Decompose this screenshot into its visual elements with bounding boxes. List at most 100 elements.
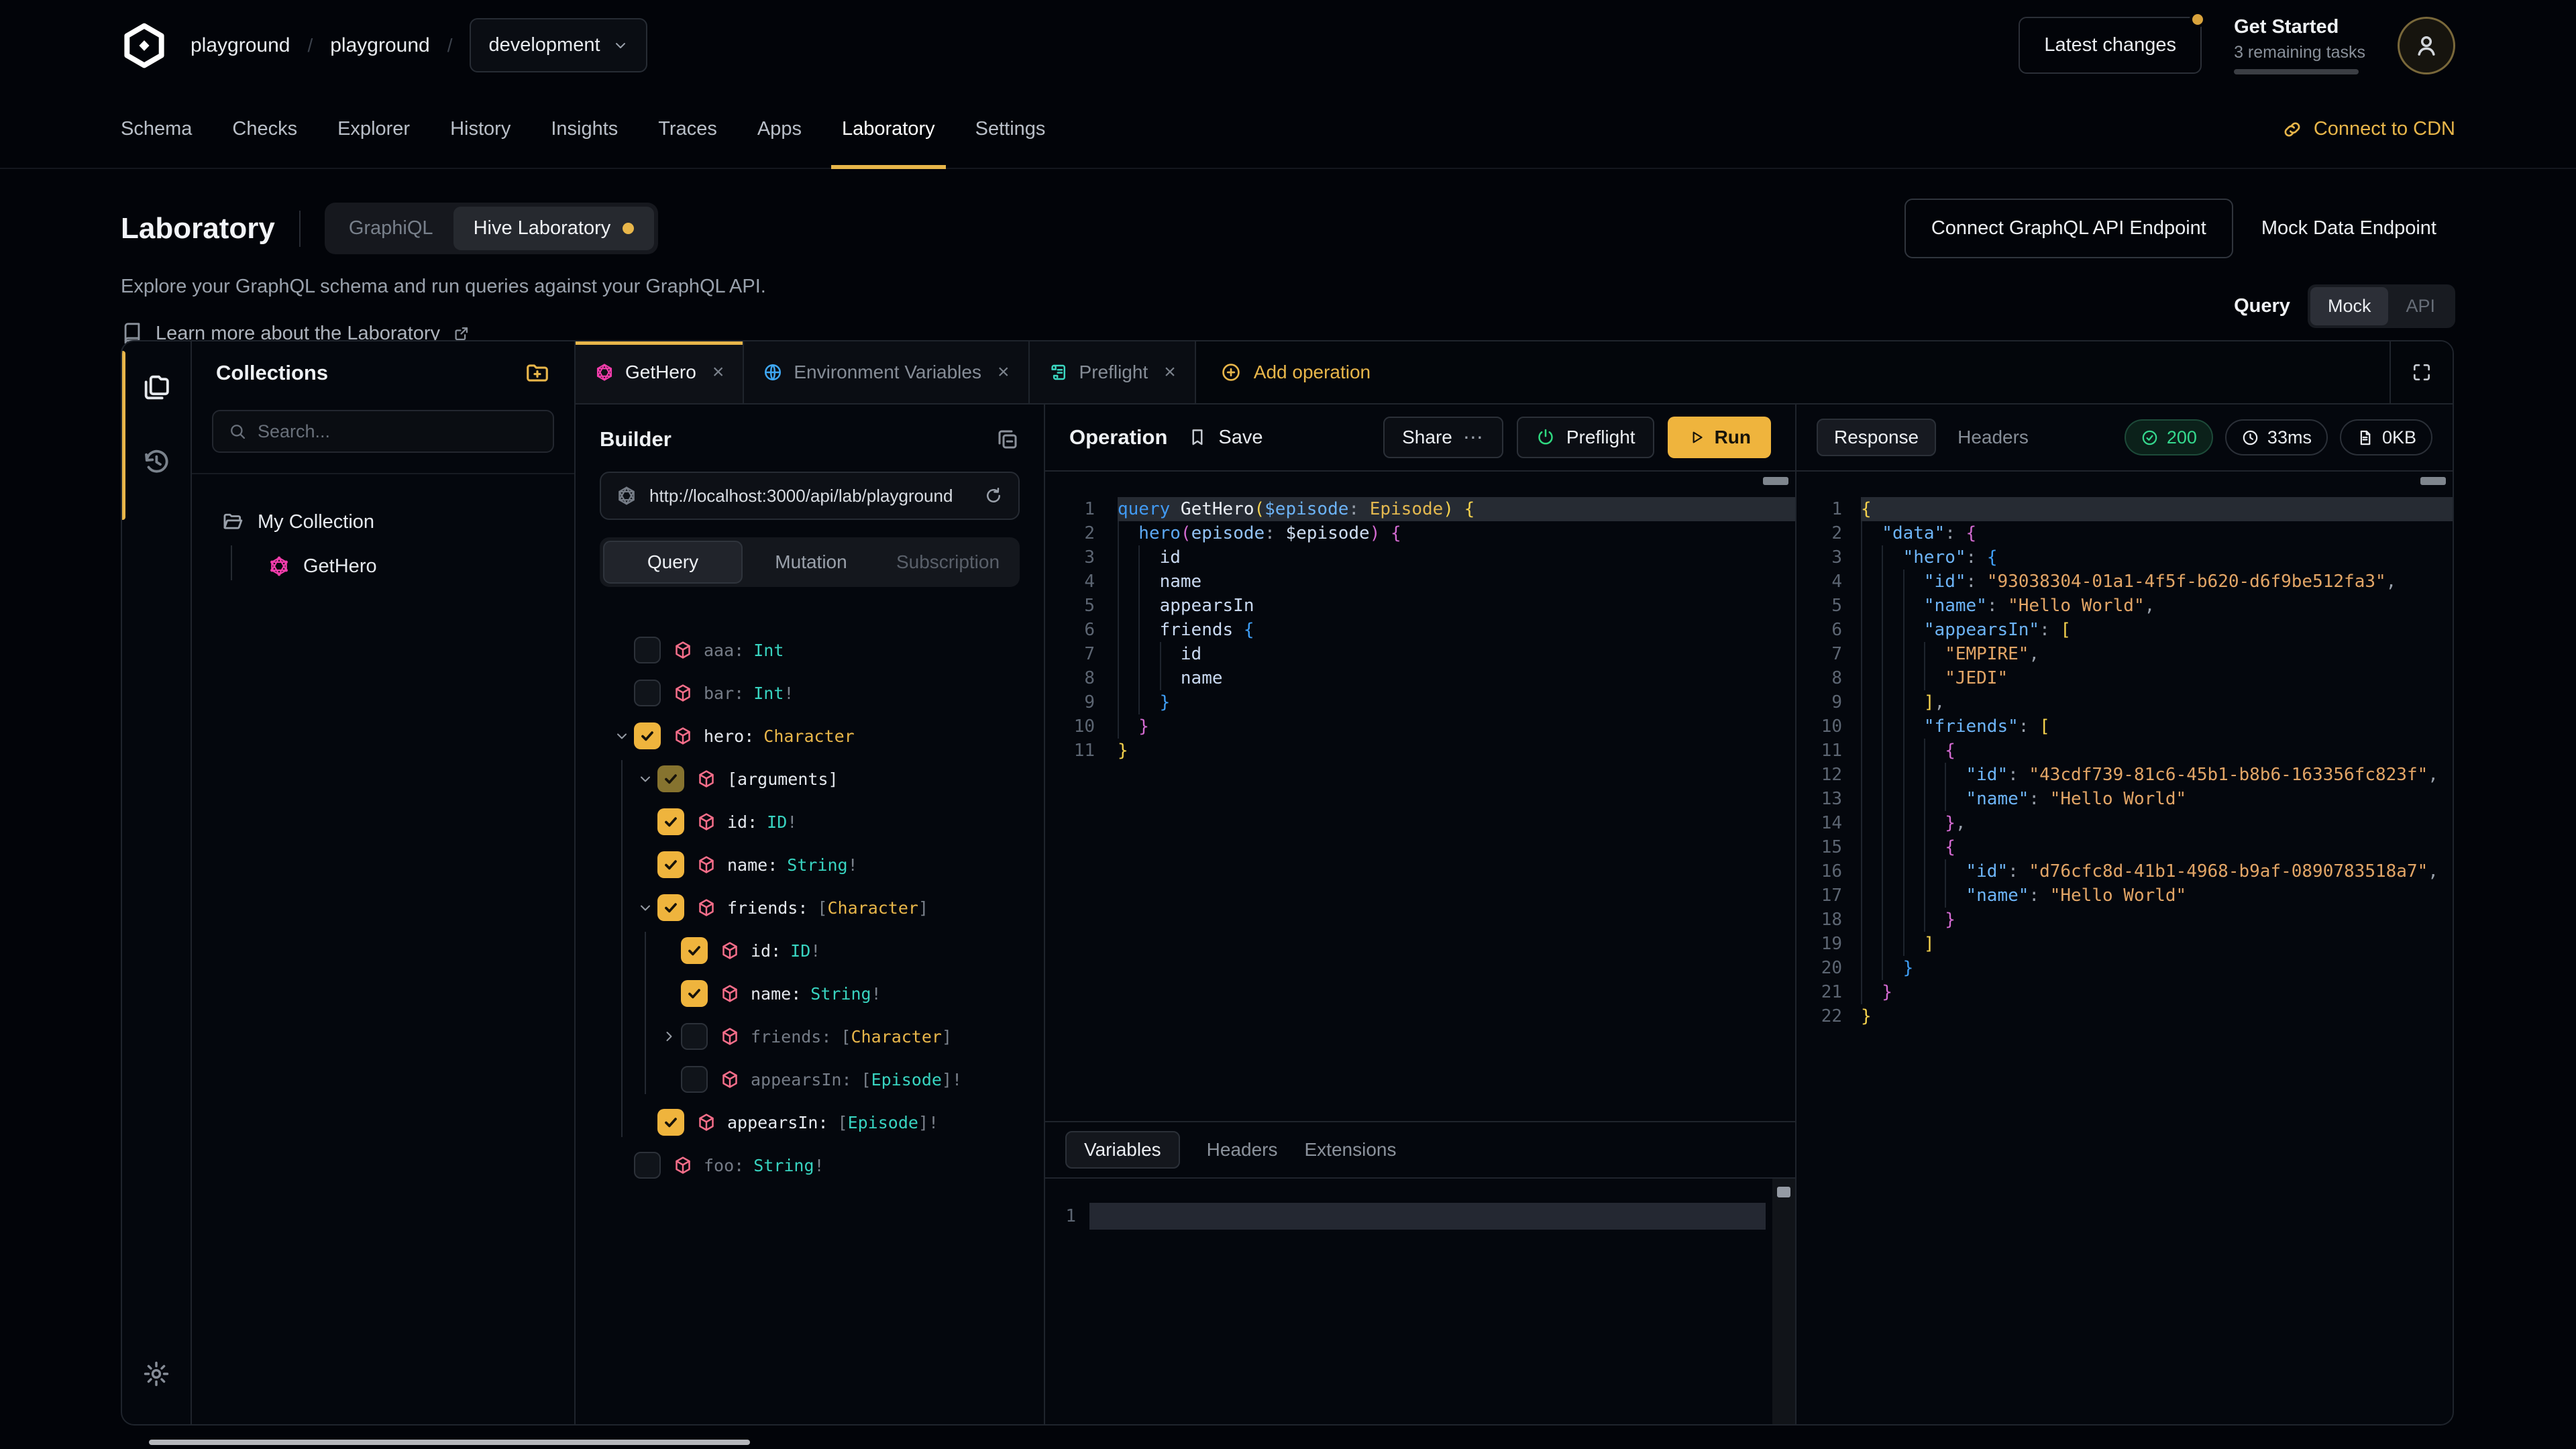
field-row-bar[interactable]: bar: Int! — [600, 672, 1020, 714]
code-line-6: 6 friends { — [1045, 618, 1795, 642]
endpoint-option-api[interactable]: API — [2406, 296, 2435, 316]
connect-cdn-link[interactable]: Connect to CDN — [2261, 91, 2475, 168]
field-checkbox[interactable] — [681, 1023, 708, 1050]
latest-changes-button[interactable]: Latest changes — [2019, 11, 2206, 74]
chevron-down-icon[interactable] — [633, 767, 657, 791]
mode-option-hive-laboratory[interactable]: Hive Laboratory — [453, 207, 655, 250]
field-checkbox[interactable] — [657, 765, 684, 792]
save-button[interactable]: Save — [1187, 427, 1263, 449]
chevron-down-icon[interactable] — [633, 896, 657, 920]
field-checkbox[interactable] — [681, 980, 708, 1007]
field-checkbox[interactable] — [681, 1066, 708, 1093]
field-checkbox[interactable] — [657, 851, 684, 878]
tab-response[interactable]: Response — [1817, 419, 1937, 456]
code-line-11: 11{ — [1796, 739, 2453, 763]
operation-tab-preflight[interactable]: Preflight × — [1029, 341, 1196, 403]
variables-editor[interactable]: 1 — [1045, 1177, 1795, 1424]
tab-label: Preflight — [1079, 362, 1148, 382]
nav-tab-laboratory[interactable]: Laboratory — [822, 91, 955, 169]
nav-tab-history[interactable]: History — [450, 118, 511, 140]
nav-tab-checks[interactable]: Checks — [232, 118, 298, 140]
field-checkbox[interactable] — [634, 680, 661, 706]
nav-tab-traces[interactable]: Traces — [658, 118, 717, 140]
refresh-icon[interactable] — [983, 486, 1004, 506]
endpoint-option-mock[interactable]: Mock — [2310, 287, 2389, 325]
avatar[interactable] — [2398, 16, 2455, 74]
operation-tab-gethero[interactable]: GetHero × — [576, 341, 745, 403]
collapse-copy-icon[interactable] — [996, 427, 1020, 451]
mode-option-graphiql[interactable]: GraphiQL — [348, 217, 433, 239]
close-icon[interactable]: × — [712, 361, 724, 383]
field-row-arguments[interactable]: [arguments] — [600, 757, 1020, 800]
preflight-button[interactable]: Preflight — [1516, 417, 1654, 458]
field-checkbox[interactable] — [657, 894, 684, 921]
query-editor[interactable]: 1 query GetHero($episode: Episode) {2 hero… — [1045, 472, 1795, 1121]
graphql-icon — [594, 362, 614, 382]
field-row-friends[interactable]: friends: [Character] — [600, 886, 1020, 929]
field-checkbox[interactable] — [657, 808, 684, 835]
endpoint-url-input[interactable]: http://localhost:3000/api/lab/playground — [600, 472, 1020, 520]
field-row-foo[interactable]: foo: String! — [600, 1144, 1020, 1187]
field-row-id[interactable]: id: ID! — [600, 800, 1020, 843]
nav-tab-insights[interactable]: Insights — [551, 118, 619, 140]
scrollbar-thumb[interactable] — [2420, 477, 2446, 485]
rail-collections-button[interactable] — [122, 351, 191, 425]
tab-headers[interactable]: Headers — [1206, 1139, 1278, 1160]
latest-changes-label: Latest changes — [2044, 34, 2177, 56]
field-row-id[interactable]: id: ID! — [600, 929, 1020, 972]
field-row-appearsIn[interactable]: appearsIn: [Episode]! — [600, 1101, 1020, 1144]
nav-tab-schema[interactable]: Schema — [121, 118, 193, 140]
collection-folder[interactable]: My Collection — [192, 500, 574, 544]
hive-logo-icon[interactable] — [121, 22, 168, 69]
nav-tab-settings[interactable]: Settings — [975, 118, 1046, 140]
field-checkbox[interactable] — [634, 722, 661, 749]
breadcrumb-project[interactable]: playground — [330, 34, 430, 56]
collection-operation-gethero[interactable]: GetHero — [192, 544, 574, 588]
collections-search[interactable] — [212, 410, 554, 453]
chevron-right-icon[interactable] — [657, 1024, 681, 1049]
field-checkbox[interactable] — [657, 1109, 684, 1136]
horizontal-scrollbar[interactable] — [149, 1440, 750, 1445]
field-row-aaa[interactable]: aaa: Int — [600, 629, 1020, 672]
more-options-icon[interactable]: ⋯ — [1462, 426, 1485, 449]
get-started-widget[interactable]: Get Started 3 remaining tasks — [2234, 16, 2365, 74]
chevron-down-icon[interactable] — [610, 724, 634, 748]
rail-history-button[interactable] — [122, 425, 191, 498]
new-collection-icon[interactable] — [525, 360, 550, 386]
nav-tab-explorer[interactable]: Explorer — [337, 118, 411, 140]
scrollbar-thumb[interactable] — [1777, 1187, 1790, 1197]
field-checkbox[interactable] — [681, 937, 708, 964]
response-editor[interactable]: 1{2 "data": {3 "hero": {4 "id": "93038304-0… — [1796, 472, 2453, 1424]
type-option-subscription[interactable]: Subscription — [896, 551, 1000, 572]
type-option-query[interactable]: Query — [603, 541, 743, 584]
tab-response-headers[interactable]: Headers — [1957, 427, 2029, 447]
scrollbar-thumb[interactable] — [1763, 477, 1788, 485]
status-code: 200 — [2166, 427, 2197, 447]
target-selector[interactable]: development — [470, 18, 647, 72]
field-row-appearsIn[interactable]: appearsIn: [Episode]! — [600, 1058, 1020, 1101]
close-icon[interactable]: × — [1164, 361, 1176, 383]
field-row-friends[interactable]: friends: [Character] — [600, 1015, 1020, 1058]
mock-endpoint-button[interactable]: Mock Data Endpoint — [2243, 200, 2455, 257]
close-icon[interactable]: × — [997, 361, 1010, 383]
field-checkbox[interactable] — [634, 637, 661, 663]
add-operation-button[interactable]: Add operation — [1196, 341, 1395, 403]
field-checkbox[interactable] — [634, 1152, 661, 1179]
rail-settings-button[interactable] — [122, 1337, 191, 1411]
operation-tab-environment-variables[interactable]: Environment Variables × — [744, 341, 1030, 403]
code-line-20: 20} — [1796, 956, 2453, 980]
share-button[interactable]: Share ⋯ — [1383, 417, 1503, 458]
nav-tab-apps[interactable]: Apps — [757, 118, 802, 140]
field-row-name[interactable]: name: String! — [600, 972, 1020, 1015]
tab-variables[interactable]: Variables — [1065, 1131, 1180, 1169]
field-row-name[interactable]: name: String! — [600, 843, 1020, 886]
connect-endpoint-button[interactable]: Connect GraphQL API Endpoint — [1904, 199, 2233, 258]
field-row-hero[interactable]: hero: Character — [600, 714, 1020, 757]
fullscreen-button[interactable] — [2390, 341, 2453, 403]
breadcrumb-org[interactable]: playground — [191, 34, 290, 56]
search-input[interactable] — [258, 421, 538, 442]
type-option-mutation[interactable]: Mutation — [775, 551, 847, 572]
tab-extensions[interactable]: Extensions — [1304, 1139, 1397, 1160]
add-operation-label: Add operation — [1253, 362, 1371, 382]
run-button[interactable]: Run — [1667, 417, 1771, 458]
